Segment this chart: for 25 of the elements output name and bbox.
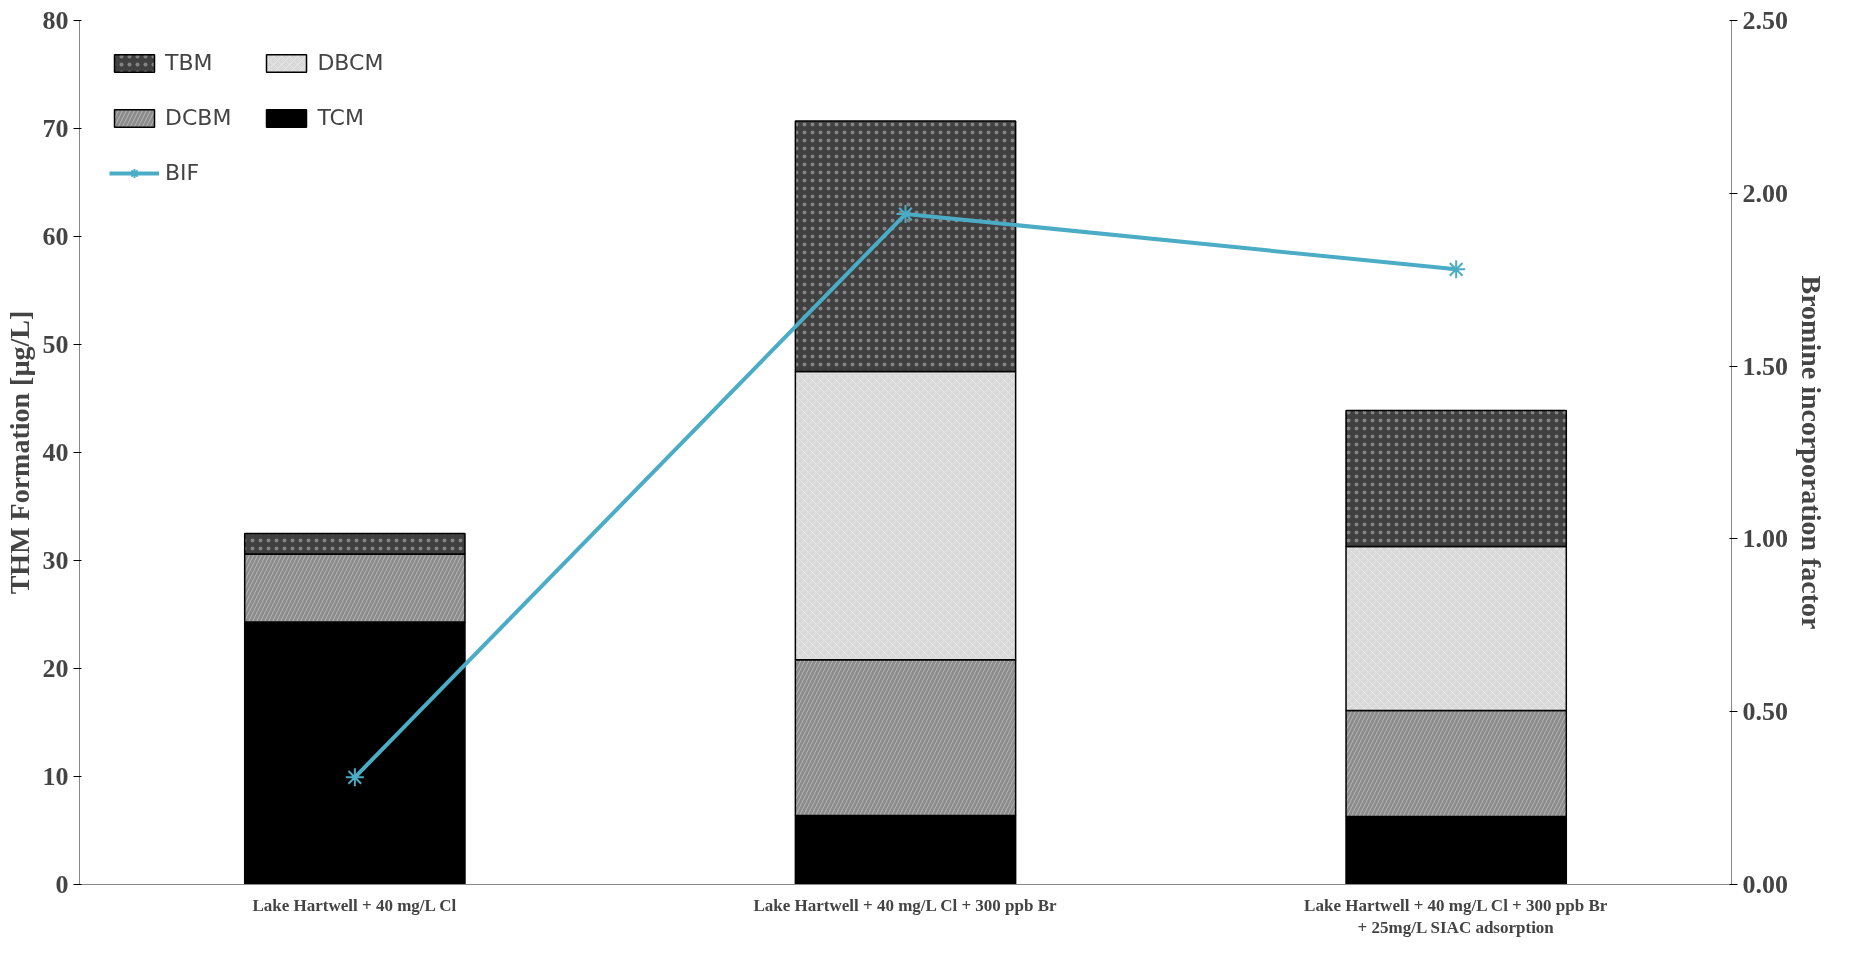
x-tick-label: Lake Hartwell + 40 mg/L Cl xyxy=(252,895,457,915)
x-tick-label: Lake Hartwell + 40 mg/L Cl + 300 ppb Br xyxy=(753,895,1058,915)
y-tick-label: 30 xyxy=(42,546,69,575)
y-tick-label: 80 xyxy=(42,6,69,35)
y2-tick-label: 1.00 xyxy=(1742,524,1788,554)
legend-label: DCBM xyxy=(165,105,232,130)
y2-tick-label: 0.50 xyxy=(1742,697,1788,727)
y-tick-label: 10 xyxy=(42,762,69,791)
y-tick-label: 70 xyxy=(42,114,69,143)
y-tick-label: 0 xyxy=(55,870,69,899)
y-tick-label: 50 xyxy=(42,330,69,359)
y-tick-label: 60 xyxy=(42,222,69,251)
y2-tick-label: 1.50 xyxy=(1742,351,1788,381)
y2-tick-label: 2.00 xyxy=(1742,178,1788,208)
legend-label: DBCM xyxy=(317,50,384,75)
y-tick-label: 20 xyxy=(42,654,69,683)
y2-tick-label: 0.00 xyxy=(1742,870,1788,899)
y-axis-title: THM Formation [µg/L] xyxy=(3,310,35,595)
y-tick-label: 40 xyxy=(42,438,69,467)
y2-axis-title: Bromine incorporation factor xyxy=(1796,275,1827,630)
y2-tick-label: 2.50 xyxy=(1742,6,1788,35)
legend-label: BIF xyxy=(165,160,200,185)
legend-label: TCM xyxy=(317,105,364,130)
x-tick-label: Lake Hartwell + 40 mg/L Cl + 300 ppb Br + 25mg/L SIAC adsorption xyxy=(1304,895,1608,938)
legend-label: TBM xyxy=(165,50,213,75)
